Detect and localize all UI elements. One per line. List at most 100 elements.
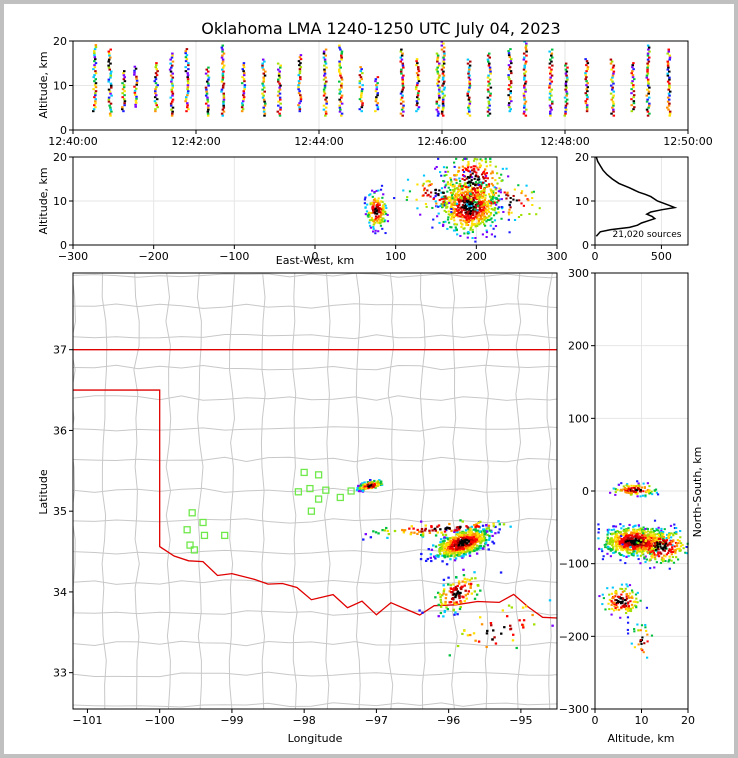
map-source-mark xyxy=(434,545,438,548)
time-source-mark xyxy=(338,70,341,73)
time-source-mark xyxy=(507,76,510,79)
map-source-mark xyxy=(456,613,459,616)
map-source-mark xyxy=(445,606,448,609)
time-source-mark xyxy=(264,102,267,105)
eastwest-source-mark xyxy=(469,228,472,231)
y-tick-label: 10 xyxy=(53,80,67,93)
eastwest-source-mark xyxy=(470,169,474,172)
eastwest-source-mark xyxy=(372,230,375,233)
eastwest-source-mark xyxy=(464,205,467,208)
eastwest-source-mark xyxy=(479,202,482,205)
map-source-mark xyxy=(448,601,451,604)
eastwest-source-mark xyxy=(453,184,456,187)
northsouth-source-mark xyxy=(611,541,614,544)
map-source-mark xyxy=(448,552,452,555)
northsouth-source-mark xyxy=(648,542,651,545)
time-source-mark xyxy=(262,72,266,75)
northsouth-source-mark xyxy=(630,552,634,555)
northsouth-source-mark xyxy=(598,595,601,598)
map-source-mark xyxy=(445,593,448,596)
eastwest-source-mark xyxy=(449,178,453,181)
northsouth-source-mark xyxy=(640,544,643,547)
map-source-mark xyxy=(459,525,462,528)
eastwest-source-mark xyxy=(369,226,373,229)
eastwest-source-mark xyxy=(378,222,382,225)
eastwest-source-mark xyxy=(432,196,436,199)
time-source-mark xyxy=(338,106,342,109)
northsouth-source-mark xyxy=(652,549,655,552)
eastwest-source-mark xyxy=(371,195,374,198)
time-source-mark xyxy=(417,106,421,109)
northsouth-source-mark xyxy=(626,632,630,635)
northsouth-source-mark xyxy=(614,535,617,538)
eastwest-source-mark xyxy=(457,185,461,188)
map-source-mark xyxy=(438,593,442,596)
map-source-mark xyxy=(464,547,467,550)
northsouth-source-mark xyxy=(653,556,657,559)
northsouth-source-mark xyxy=(636,539,639,542)
map-source-mark xyxy=(421,535,425,538)
time-source-mark xyxy=(109,114,112,117)
eastwest-source-mark xyxy=(466,212,469,215)
time-source-mark xyxy=(522,52,526,55)
northsouth-source-mark xyxy=(644,546,648,549)
eastwest-source-mark xyxy=(466,203,469,206)
map-source-mark xyxy=(452,538,455,541)
time-source-mark xyxy=(171,92,175,95)
eastwest-source-mark xyxy=(462,227,465,230)
northsouth-source-mark xyxy=(609,491,612,494)
eastwest-source-mark xyxy=(446,196,449,199)
time-source-mark xyxy=(361,84,364,87)
northsouth-source-mark xyxy=(676,539,679,542)
eastwest-source-mark xyxy=(485,183,488,186)
time-source-mark xyxy=(108,90,112,93)
map-source-mark xyxy=(366,481,370,484)
y-tick-label: 10 xyxy=(575,195,589,208)
northsouth-source-mark xyxy=(659,536,662,539)
eastwest-source-mark xyxy=(478,185,481,188)
time-source-mark xyxy=(486,76,490,79)
eastwest-source-mark xyxy=(443,199,446,202)
northsouth-source-mark xyxy=(605,540,608,543)
northsouth-source-mark xyxy=(619,602,623,605)
map-source-mark xyxy=(487,524,491,527)
northsouth-source-mark xyxy=(650,490,653,493)
eastwest-source-mark xyxy=(451,215,454,218)
northsouth-source-mark xyxy=(656,554,659,557)
map-source-mark xyxy=(463,539,466,542)
northsouth-source-mark xyxy=(640,486,644,489)
time-source-mark xyxy=(241,68,245,71)
time-source-mark xyxy=(279,98,282,101)
northsouth-source-mark xyxy=(644,544,647,547)
time-source-mark xyxy=(169,102,173,105)
northsouth-source-mark xyxy=(652,547,656,550)
time-source-mark xyxy=(204,72,208,75)
map-source-mark xyxy=(464,543,467,546)
time-source-mark xyxy=(298,70,302,73)
station-marker xyxy=(314,495,323,503)
eastwest-source-mark xyxy=(470,190,473,193)
northsouth-source-mark xyxy=(629,488,632,491)
northsouth-source-mark xyxy=(607,547,610,550)
time-source-mark xyxy=(169,58,172,61)
time-source-mark xyxy=(417,78,420,81)
time-source-mark xyxy=(170,78,174,81)
time-source-mark xyxy=(523,104,526,107)
northsouth-source-mark xyxy=(624,545,627,548)
northsouth-source-mark xyxy=(630,531,633,534)
time-source-mark xyxy=(222,64,226,67)
eastwest-source-mark xyxy=(369,203,372,206)
northsouth-source-mark xyxy=(633,541,636,544)
time-source-mark xyxy=(93,64,96,67)
time-source-mark xyxy=(487,74,490,77)
eastwest-source-mark xyxy=(468,210,471,213)
eastwest-source-mark xyxy=(480,193,483,196)
time-source-mark xyxy=(324,62,328,65)
time-source-mark xyxy=(609,78,613,81)
time-source-mark xyxy=(185,48,189,51)
eastwest-source-mark xyxy=(490,191,493,194)
time-source-mark xyxy=(610,112,613,115)
map-source-mark xyxy=(459,605,462,609)
time-source-mark xyxy=(525,42,528,45)
time-source-mark xyxy=(261,92,264,95)
